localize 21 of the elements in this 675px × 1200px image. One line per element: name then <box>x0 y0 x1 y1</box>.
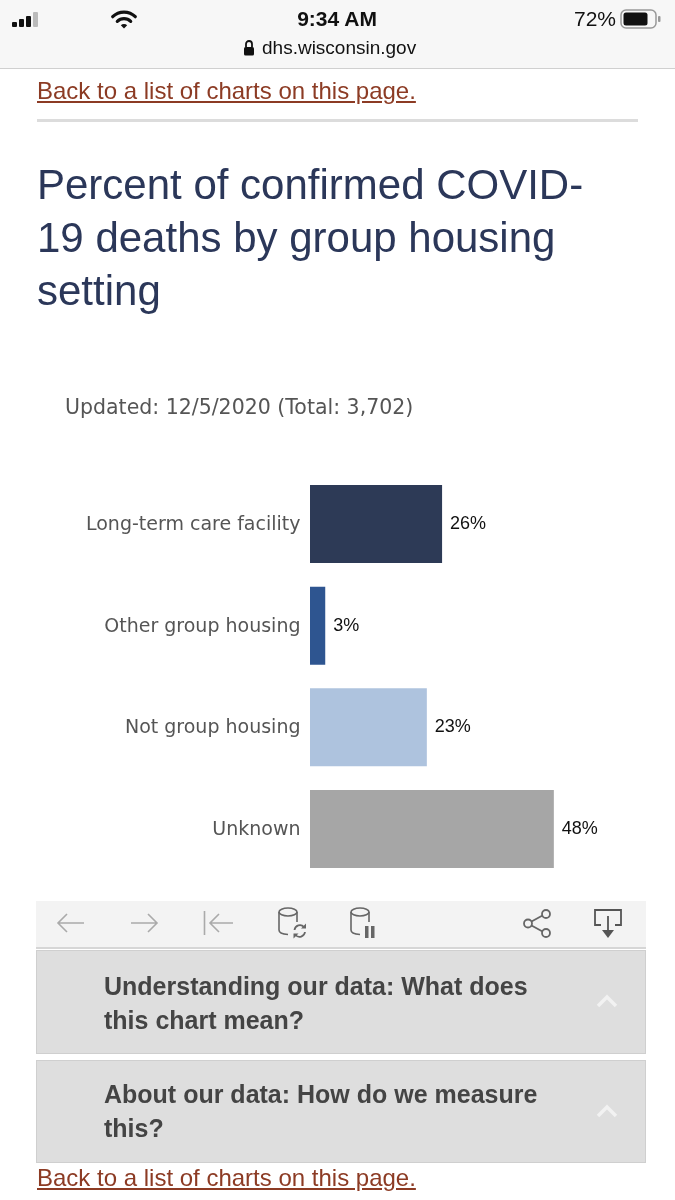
y-tick-label: Not group housing <box>124 715 301 738</box>
y-tick-label: Long-term care facility <box>85 511 301 534</box>
bar <box>310 790 554 869</box>
y-tick-label: Unknown <box>212 817 301 840</box>
text: Understanding our data: What does this chart mean? <box>104 971 529 1036</box>
text: Back to a list of charts on this page. <box>37 76 416 106</box>
y-tick-label: Other group housing <box>104 613 301 636</box>
data-label: 23% <box>434 716 471 737</box>
bar <box>310 484 443 563</box>
data-label: 26% <box>450 512 487 533</box>
text: 9:34 AM <box>296 7 378 31</box>
text: dhs.wisconsin.gov <box>262 36 417 60</box>
chart-subtitle: Updated: 12/5/2020 (Total: 3,702) <box>65 394 414 421</box>
text: Back to a list of charts on this page. <box>37 1163 416 1193</box>
text: About our data: How do we measure this? <box>104 1079 539 1144</box>
bar <box>310 586 326 665</box>
chart-title: Percent of confirmed COVID-19 deaths by group housing setting <box>37 160 585 316</box>
data-label: 3% <box>333 614 360 635</box>
bar <box>310 688 427 767</box>
text: 72% <box>572 7 616 31</box>
data-label: 48% <box>561 818 598 839</box>
